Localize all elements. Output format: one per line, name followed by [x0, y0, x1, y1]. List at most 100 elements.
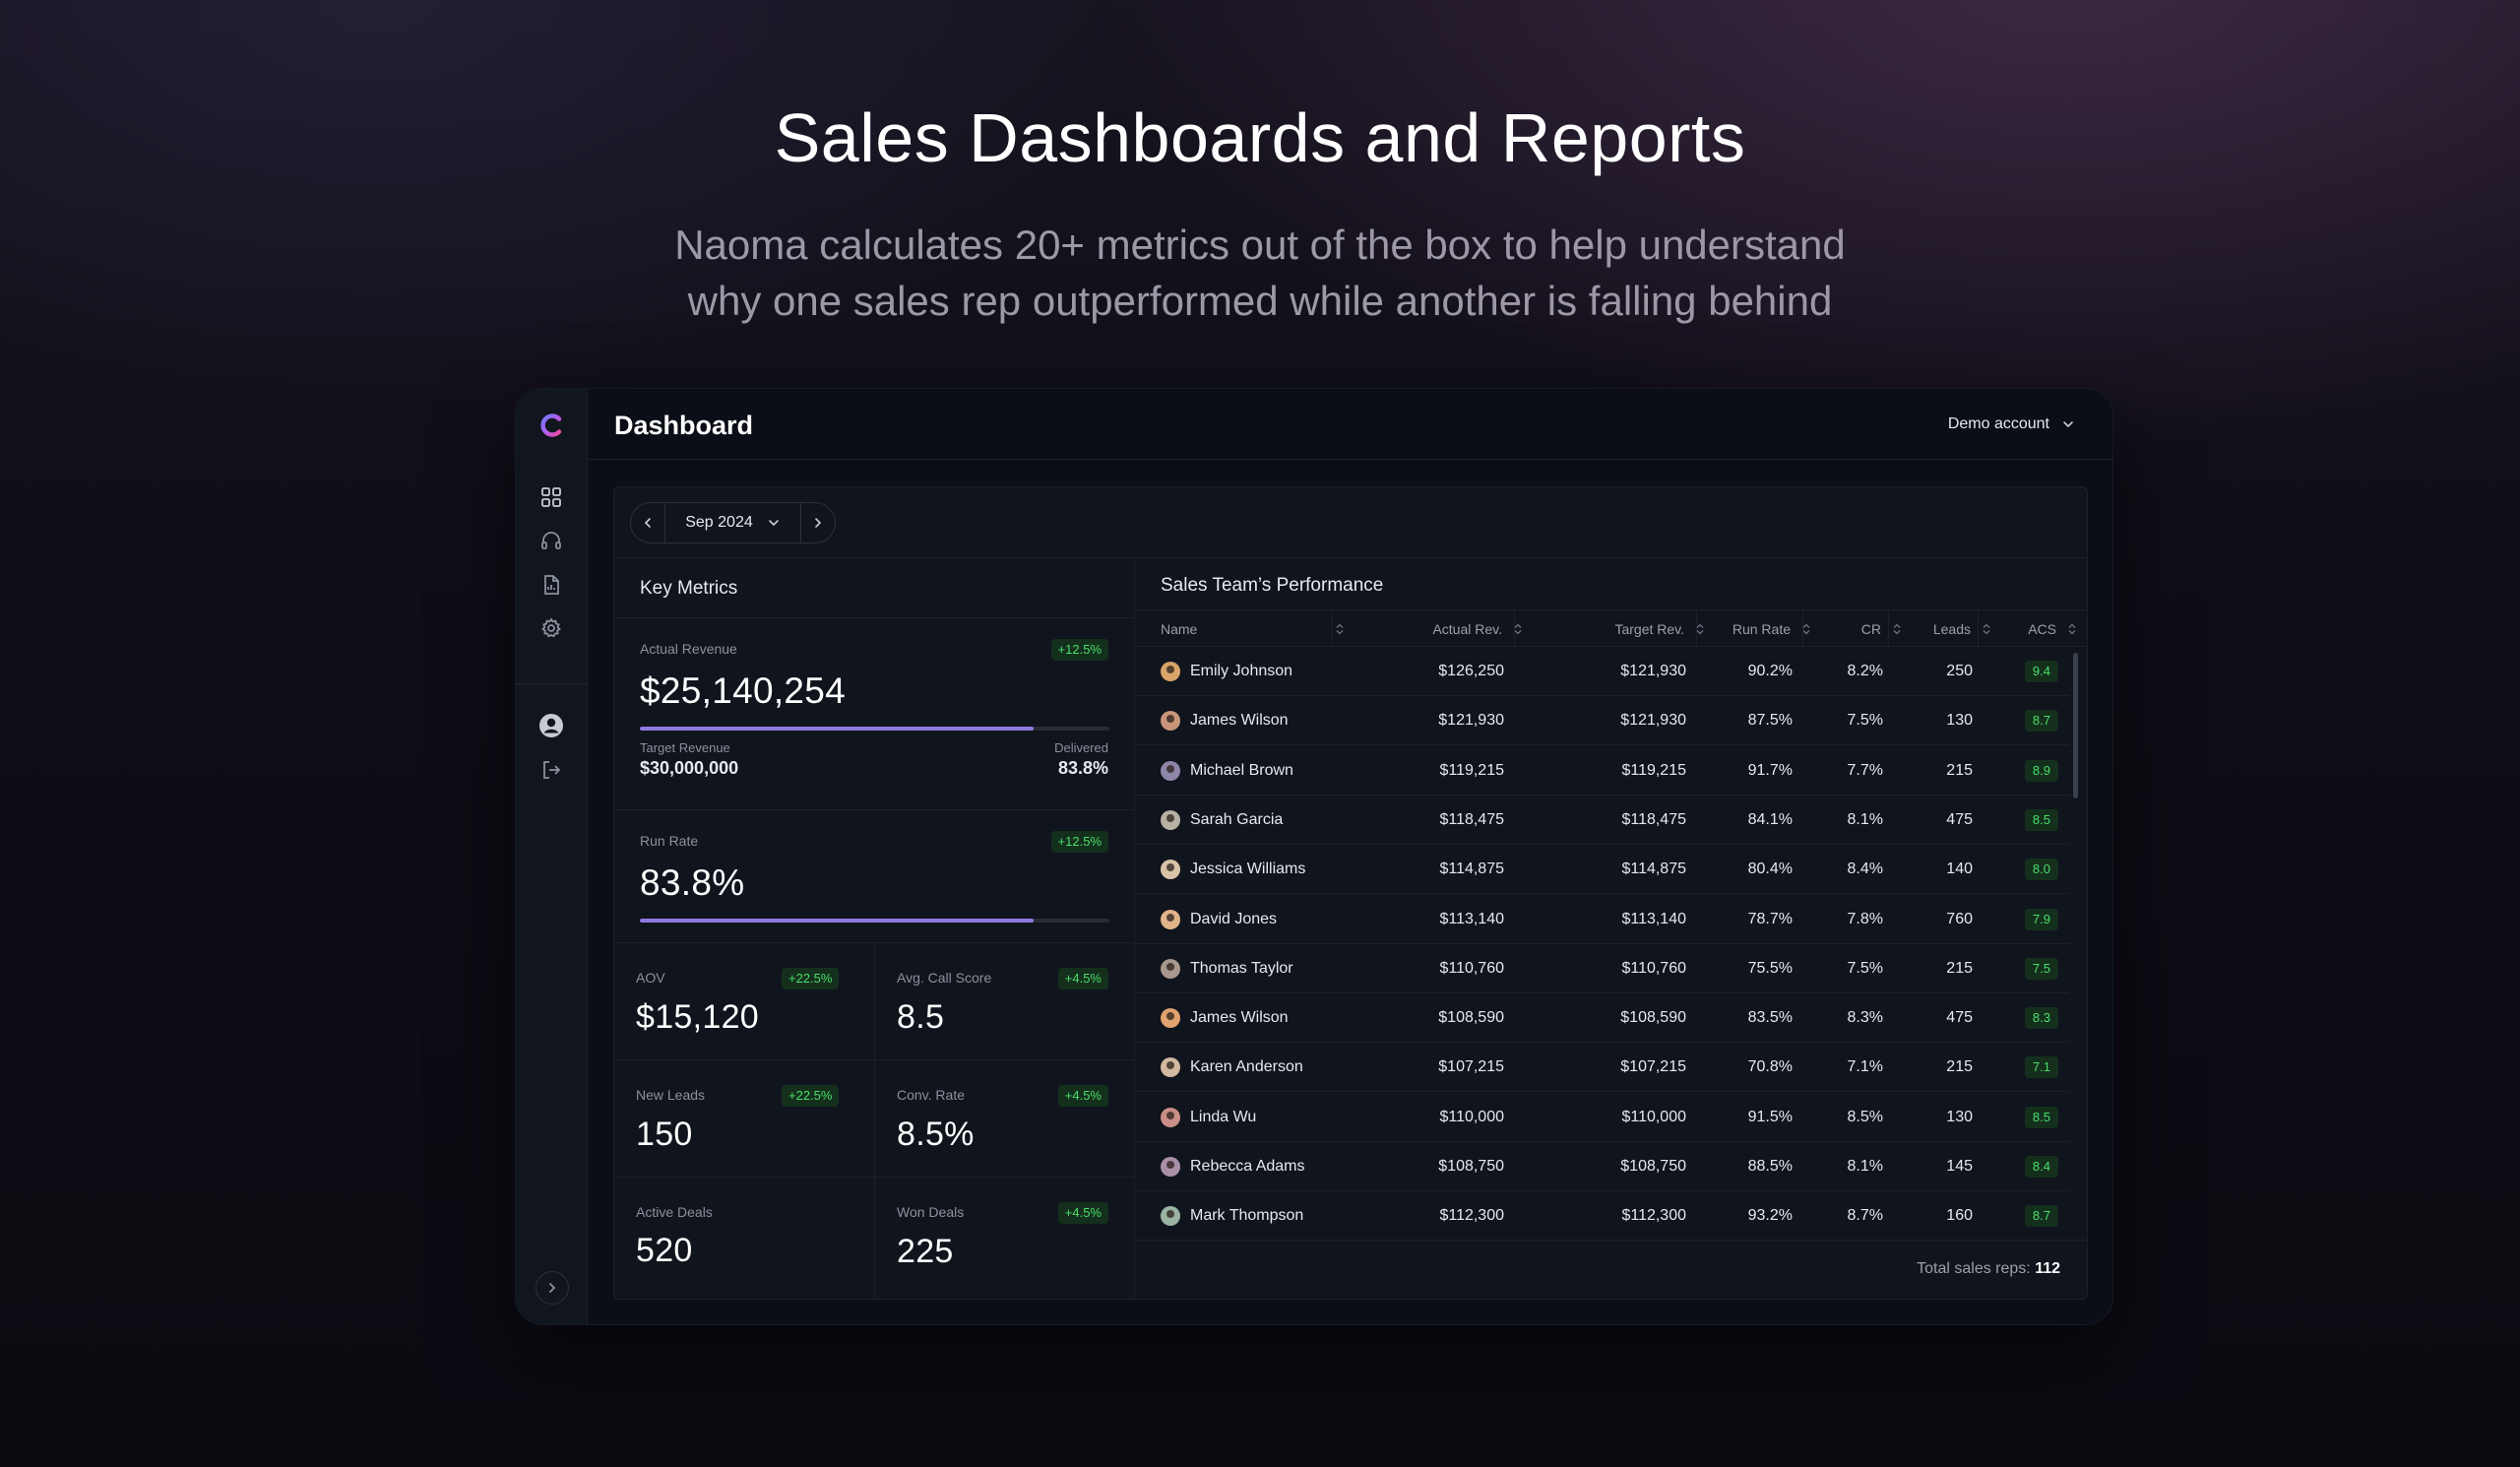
conv-rate-change-badge: +4.5%	[1057, 1085, 1108, 1107]
run-rate-change-badge: +12.5%	[1050, 831, 1108, 853]
performance-table-body[interactable]: Emily Johnson $126,250 $121,930 90.2% 8.2% 25…	[1135, 647, 2087, 1244]
target-cell: $121,930	[1620, 712, 1686, 730]
acs-badge: 7.1	[2024, 1056, 2058, 1079]
acs-cell: 7.9	[1978, 895, 2058, 944]
cr-cell: 7.5%	[1847, 959, 1883, 977]
rep-name-cell: James Wilson	[1161, 993, 1326, 1043]
run-rate-cell: 84.1%	[1747, 810, 1793, 828]
target-cell: $114,875	[1621, 861, 1686, 878]
naoma-logo-icon[interactable]	[537, 411, 567, 440]
acs-badge: 8.7	[2024, 1205, 2058, 1228]
sort-icon[interactable]	[1802, 623, 1810, 635]
cr-column-header[interactable]: CR	[1797, 610, 1901, 648]
sort-icon[interactable]	[1336, 623, 1344, 635]
actual-cell: $108,590	[1438, 1009, 1504, 1027]
hero-title: Sales Dashboards and Reports	[774, 99, 1746, 176]
sort-icon[interactable]	[1983, 623, 1990, 635]
leads-cell: 160	[1946, 1207, 1973, 1225]
table-row[interactable]: Sarah Garcia $118,475 $118,475 84.1% 8.1% 475…	[1135, 796, 2069, 845]
rep-name-cell: Jessica Williams	[1161, 845, 1326, 894]
cr-cell: 7.7%	[1847, 761, 1883, 779]
cr-cell: 7.5%	[1847, 712, 1883, 730]
target-cell: $107,215	[1620, 1058, 1686, 1076]
run-rate-cell: 87.5%	[1747, 712, 1793, 730]
avatar	[1161, 1157, 1180, 1177]
acs-cell: 7.5	[1978, 944, 2058, 993]
table-row[interactable]: James Wilson $121,930 $121,930 87.5% 7.5% 130…	[1135, 696, 2069, 746]
actual-rev-column-header[interactable]: Actual Rev.	[1332, 610, 1522, 648]
sort-icon[interactable]	[1893, 623, 1901, 635]
sort-icon[interactable]	[1514, 623, 1522, 635]
divider	[614, 617, 1134, 618]
conv-rate-label: Conv. Rate	[897, 1087, 965, 1103]
chevron-down-icon	[768, 520, 779, 527]
table-row[interactable]: Michael Brown $119,215 $119,215 91.7% 7.7% 21…	[1135, 746, 2069, 796]
total-sales-reps-value: 112	[2035, 1260, 2060, 1277]
avg-call-score-change-badge: +4.5%	[1057, 968, 1108, 989]
new-leads-label: New Leads	[636, 1087, 706, 1103]
acs-badge: 8.4	[2024, 1156, 2058, 1178]
table-row[interactable]: Jessica Williams $114,875 $114,875 80.4% 8.4…	[1135, 845, 2069, 895]
column-separator	[1332, 610, 1333, 648]
column-header-label: Leads	[1932, 621, 1971, 637]
run-rate-cell: 83.5%	[1747, 1009, 1793, 1027]
expand-sidebar-button[interactable]	[536, 1271, 569, 1305]
actual-revenue-label: Actual Revenue	[640, 641, 737, 657]
table-row[interactable]: David Jones $113,140 $113,140 78.7% 7.8% 760 7…	[1135, 895, 2069, 944]
target-rev-column-header[interactable]: Target Rev.	[1509, 610, 1704, 648]
logout-icon[interactable]	[537, 756, 565, 784]
column-separator	[1696, 610, 1697, 648]
cr-cell: 8.3%	[1847, 1009, 1883, 1027]
user-avatar-icon[interactable]	[537, 712, 565, 739]
table-row[interactable]: Emily Johnson $126,250 $121,930 90.2% 8.2% 25…	[1135, 647, 2069, 696]
rail-divider	[516, 683, 588, 684]
sort-icon[interactable]	[1696, 623, 1704, 635]
avatar	[1161, 1107, 1180, 1127]
target-cell: $121,930	[1620, 663, 1686, 679]
acs-badge: 8.5	[2024, 1106, 2058, 1128]
run-rate-value: 83.8%	[640, 862, 745, 903]
column-header-label: CR	[1860, 621, 1881, 637]
table-row[interactable]: Karen Anderson $107,215 $107,215 70.8% 7.1% 2…	[1135, 1043, 2069, 1093]
headphones-icon[interactable]	[537, 527, 565, 554]
dashboard-panel: Sep 2024 Key Metrics Actual Revenue +12.…	[613, 486, 2088, 1300]
next-month-button[interactable]	[801, 503, 835, 542]
avatar	[1161, 809, 1180, 830]
table-scrollbar[interactable]	[2073, 653, 2078, 798]
table-row[interactable]: Thomas Taylor $110,760 $110,760 75.5% 7.5% 21…	[1135, 944, 2069, 993]
leads-cell: 475	[1946, 810, 1973, 828]
page-title: Dashboard	[614, 411, 754, 440]
sort-icon[interactable]	[2068, 623, 2076, 635]
rep-name: Karen Anderson	[1190, 1058, 1303, 1076]
divider	[614, 809, 1134, 810]
table-row[interactable]: Rebecca Adams $108,750 $108,750 88.5% 8.1% 14…	[1135, 1142, 2069, 1191]
column-separator	[1514, 610, 1515, 648]
settings-gear-icon[interactable]	[537, 614, 565, 642]
avatar	[1161, 1206, 1180, 1227]
acs-cell: 8.5	[1978, 1093, 2058, 1142]
rep-name: David Jones	[1190, 910, 1278, 927]
column-header-label: Target Rev.	[1614, 621, 1684, 637]
report-document-icon[interactable]	[537, 571, 565, 599]
dashboard-grid-icon[interactable]	[537, 483, 565, 511]
acs-column-header[interactable]: ACS	[1978, 610, 2076, 648]
acs-badge: 9.4	[2024, 661, 2058, 682]
table-row[interactable]: Linda Wu $110,000 $110,000 91.5% 8.5% 130 8.5	[1135, 1093, 2069, 1142]
run-rate-cell: 93.2%	[1747, 1207, 1793, 1225]
leads-column-header[interactable]: Leads	[1888, 610, 1990, 648]
month-select[interactable]: Sep 2024	[664, 503, 801, 542]
table-row[interactable]: Mark Thompson $112,300 $112,300 93.2% 8.7% 16…	[1135, 1191, 2069, 1242]
rep-name-cell: Emily Johnson	[1161, 647, 1326, 696]
previous-month-button[interactable]	[631, 503, 664, 542]
divider	[614, 1177, 1134, 1178]
run-rate-column-header[interactable]: Run Rate	[1691, 610, 1810, 648]
new-leads-value: 150	[636, 1116, 693, 1153]
divider	[874, 942, 875, 1299]
account-dropdown[interactable]: Demo account	[1948, 415, 2075, 433]
rep-name: Jessica Williams	[1190, 861, 1306, 878]
month-label: Sep 2024	[685, 514, 753, 531]
table-row[interactable]: James Wilson $108,590 $108,590 83.5% 8.3% 475…	[1135, 993, 2069, 1044]
name-column-header[interactable]: Name	[1161, 610, 1344, 648]
rep-name-cell: Michael Brown	[1161, 746, 1326, 796]
acs-badge: 8.3	[2024, 1007, 2058, 1030]
